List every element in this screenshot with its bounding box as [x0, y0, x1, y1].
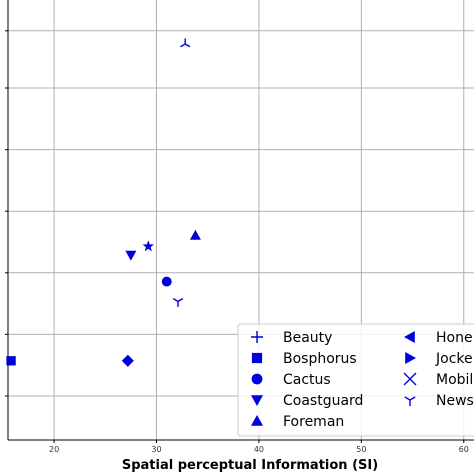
- data-point-news: [172, 298, 184, 307]
- legend-marker-mobil: [403, 372, 417, 386]
- legend-marker-beauty: [251, 331, 263, 343]
- legend-label: Beauty: [283, 330, 332, 346]
- data-point-star: [142, 240, 155, 252]
- legend-label: Mobil: [436, 372, 473, 388]
- legend-frame: [237, 323, 474, 437]
- legend-marker-cactus: [251, 373, 263, 385]
- legend-marker-coastguard: [251, 395, 263, 406]
- x-tick-label: 40: [254, 445, 264, 454]
- data-point-coastguard: [125, 250, 137, 261]
- legend-label: Coastguard: [283, 393, 363, 409]
- legend-label: Bosphorus: [283, 351, 357, 367]
- data-point-bosphorus: [6, 356, 16, 366]
- legend-label: Foreman: [283, 414, 344, 430]
- x-tick-label: 20: [49, 445, 59, 454]
- legend-marker-bosphorus: [251, 352, 263, 364]
- x-tick-label: 50: [356, 445, 366, 454]
- data-point-tri-up: [180, 38, 191, 48]
- legend-label: News: [436, 393, 474, 409]
- legend-label: Hone: [436, 330, 473, 346]
- data-points: [6, 38, 201, 367]
- x-tick-label: 60: [459, 445, 469, 454]
- legend-marker-hone: [404, 331, 415, 343]
- axes: [7, 0, 474, 441]
- legend-label: Cactus: [283, 372, 331, 388]
- x-axis-title: Spatial perceptual Information (SI): [122, 458, 378, 473]
- x-tick-label: 30: [151, 445, 161, 454]
- legend-label: Jocke: [435, 351, 473, 367]
- legend-marker-foreman: [251, 415, 263, 426]
- legend-marker-news: [404, 396, 416, 406]
- legend: Beauty Bosphorus Cactus Coastguard Foreman Ho…: [237, 323, 474, 437]
- data-point-diamond: [121, 354, 134, 367]
- data-point-cactus: [161, 276, 172, 287]
- data-point-foreman: [189, 229, 201, 240]
- x-ticks: 20 30 40 50 60: [5, 30, 469, 454]
- legend-marker-jocke: [405, 352, 416, 364]
